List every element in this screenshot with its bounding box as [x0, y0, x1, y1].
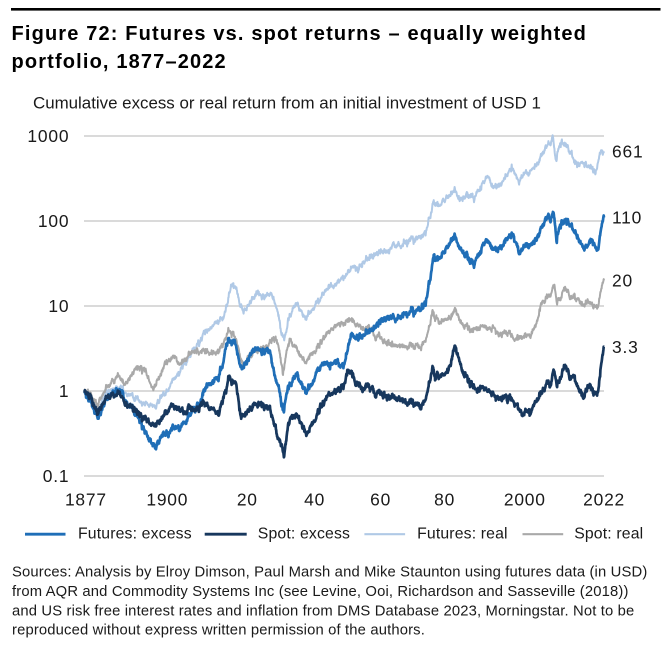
svg-text:portfolio, 1877–2022: portfolio, 1877–2022	[12, 51, 227, 73]
svg-text:Sources: Analysis by Elroy Dim: Sources: Analysis by Elroy Dimson, Paul …	[12, 565, 647, 581]
svg-text:100: 100	[38, 211, 69, 231]
svg-text:110: 110	[612, 208, 642, 228]
svg-text:20: 20	[237, 490, 258, 510]
svg-text:10: 10	[48, 296, 69, 316]
svg-text:1: 1	[59, 381, 69, 401]
svg-text:2000: 2000	[504, 490, 546, 510]
svg-text:and US risk free interest rate: and US risk free interest rates and infl…	[12, 603, 634, 619]
svg-text:0.1: 0.1	[43, 466, 70, 486]
svg-text:Futures: real: Futures: real	[417, 526, 508, 543]
svg-text:80: 80	[434, 490, 455, 510]
svg-text:Spot: real: Spot: real	[574, 526, 643, 543]
svg-text:Figure 72: Futures vs. spot re: Figure 72: Futures vs. spot returns – eq…	[12, 23, 588, 45]
svg-text:661: 661	[612, 141, 643, 161]
svg-text:20: 20	[612, 270, 633, 290]
svg-text:from AQR and Commodity Systems: from AQR and Commodity Systems Inc (see …	[12, 584, 629, 600]
svg-text:Futures: excess: Futures: excess	[78, 526, 192, 543]
svg-text:1900: 1900	[146, 490, 188, 510]
svg-text:reproduced without express wri: reproduced without express written permi…	[12, 623, 425, 639]
svg-text:3.3: 3.3	[612, 337, 639, 357]
svg-text:40: 40	[304, 490, 325, 510]
svg-text:1877: 1877	[65, 490, 107, 510]
svg-text:2022: 2022	[583, 490, 625, 510]
svg-text:60: 60	[370, 490, 391, 510]
svg-text:Cumulative excess or real retu: Cumulative excess or real return from an…	[33, 94, 541, 113]
svg-text:1000: 1000	[27, 126, 69, 146]
svg-text:Spot: excess: Spot: excess	[258, 526, 350, 543]
